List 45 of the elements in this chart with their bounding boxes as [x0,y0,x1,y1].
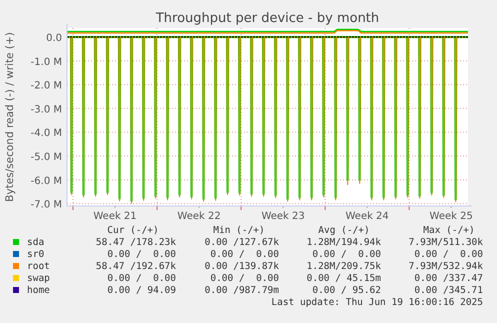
text: 0.00 / 45.15m [306,273,382,284]
legend-label: root [27,261,50,272]
legend-label: sr0 [27,249,44,260]
legend-label: home [27,285,50,296]
y-tick-label: -4.0 M [30,128,62,140]
y-tick-label: -1.0 M [30,56,62,68]
text: 0.00 /127.67k [204,237,280,248]
text: 0.00 /987.79m [204,285,280,296]
text: 1.28M/194.94k [306,237,382,248]
text: 0.00 / 94.09 [107,285,176,296]
text: Cur (-/+) [107,225,159,236]
y-tick-label: -7.0 M [30,200,62,211]
text: 0.00 / 0.00 [210,249,280,260]
x-tick-label: Week 22 [177,211,221,222]
y-axis-title: Bytes/second read (-) / write (+) [4,32,16,202]
text: 0.00 / 95.62 [312,285,381,296]
text: 0.00 /345.71 [414,285,484,296]
text: 1.28M/209.75k [306,261,382,272]
text: 0.00 / 0.00 [414,249,484,260]
text: Last update: Thu Jun 19 16:00:16 2025 [271,297,483,308]
text: 0.00 / 0.00 [210,273,280,284]
x-tick-label: Week 21 [93,211,137,222]
y-tick-label: -5.0 M [30,152,62,164]
y-tick-label: -2.0 M [30,80,62,92]
text: Min (-/+) [213,225,265,236]
x-tick-label: Week 23 [261,211,305,222]
text: 0.00 /139.87k [204,261,280,272]
text: 7.93M/511.30k [408,237,484,248]
text: 0.00 / 0.00 [107,273,176,284]
legend-label: swap [27,273,50,284]
x-tick-label: Week 25 [430,211,473,222]
chart-title: Throughput per device - by month [154,11,380,26]
y-tick-label: -3.0 M [30,104,62,116]
text: 0.00 / 0.00 [312,249,382,260]
text: 0.00 /337.47 [414,273,483,284]
y-tick-label: -6.0 M [30,176,62,187]
y-tick-label: 0.0 [46,33,62,44]
text: 58.47 /178.23k [96,237,176,248]
x-tick-label: Week 24 [345,211,389,222]
text: 58.47 /192.67k [96,261,176,272]
text: Max (-/+) [423,225,475,236]
legend-label: sda [27,237,44,248]
text: 0.00 / 0.00 [107,249,176,260]
text: Avg (-/+) [318,225,370,236]
text: 7.93M/532.94k [408,261,484,272]
